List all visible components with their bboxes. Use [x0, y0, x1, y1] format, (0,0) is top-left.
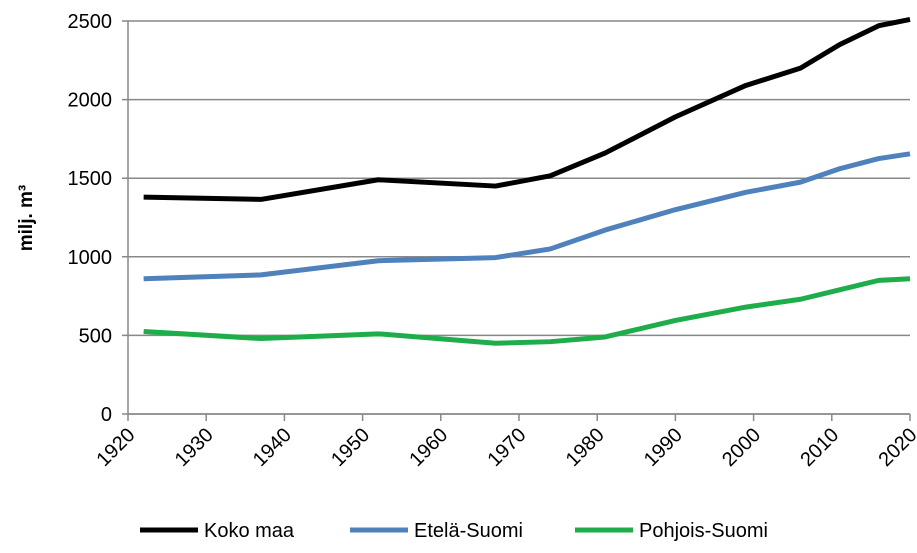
- x-tick-label: 1920: [93, 424, 140, 471]
- legend-label: Pohjois-Suomi: [639, 520, 768, 542]
- x-tick-label: 2000: [718, 424, 765, 471]
- legend-label: Etelä-Suomi: [414, 520, 523, 542]
- y-tick-label: 500: [79, 325, 112, 347]
- x-tick-label: 1980: [562, 424, 609, 471]
- y-tick-label: 0: [101, 404, 112, 426]
- x-tick-label: 2020: [875, 424, 917, 471]
- x-tick-label: 2010: [796, 424, 843, 471]
- y-tick-label: 1500: [68, 168, 113, 190]
- x-tick-label: 1930: [171, 424, 218, 471]
- y-tick-label: 2500: [68, 11, 113, 33]
- line-series: [143, 151, 911, 282]
- y-tick-label: 1000: [68, 247, 113, 269]
- x-tick-label: 1940: [249, 424, 296, 471]
- line-series: [143, 16, 911, 202]
- x-tick-label: 1970: [484, 424, 531, 471]
- x-tick-label: 1990: [640, 424, 687, 471]
- x-tick-label: 1960: [405, 424, 452, 471]
- legend-label: Koko maa: [204, 520, 295, 542]
- line-series: [143, 276, 911, 346]
- x-tick-label: 1950: [327, 424, 374, 471]
- y-tick-label: 2000: [68, 90, 113, 112]
- y-axis-label: milj. m³: [16, 185, 37, 252]
